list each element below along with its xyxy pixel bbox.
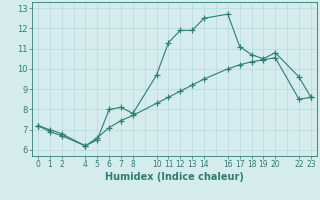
X-axis label: Humidex (Indice chaleur): Humidex (Indice chaleur) [105, 172, 244, 182]
